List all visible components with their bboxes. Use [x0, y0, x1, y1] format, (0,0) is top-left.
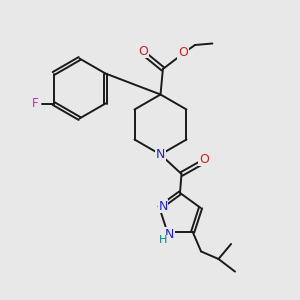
- Text: N: N: [156, 148, 165, 161]
- Text: F: F: [32, 97, 39, 110]
- Text: O: O: [178, 46, 188, 59]
- Text: N: N: [165, 228, 174, 241]
- Text: H: H: [159, 236, 167, 245]
- Text: O: O: [199, 153, 209, 166]
- Text: N: N: [158, 200, 168, 213]
- Text: O: O: [139, 44, 148, 58]
